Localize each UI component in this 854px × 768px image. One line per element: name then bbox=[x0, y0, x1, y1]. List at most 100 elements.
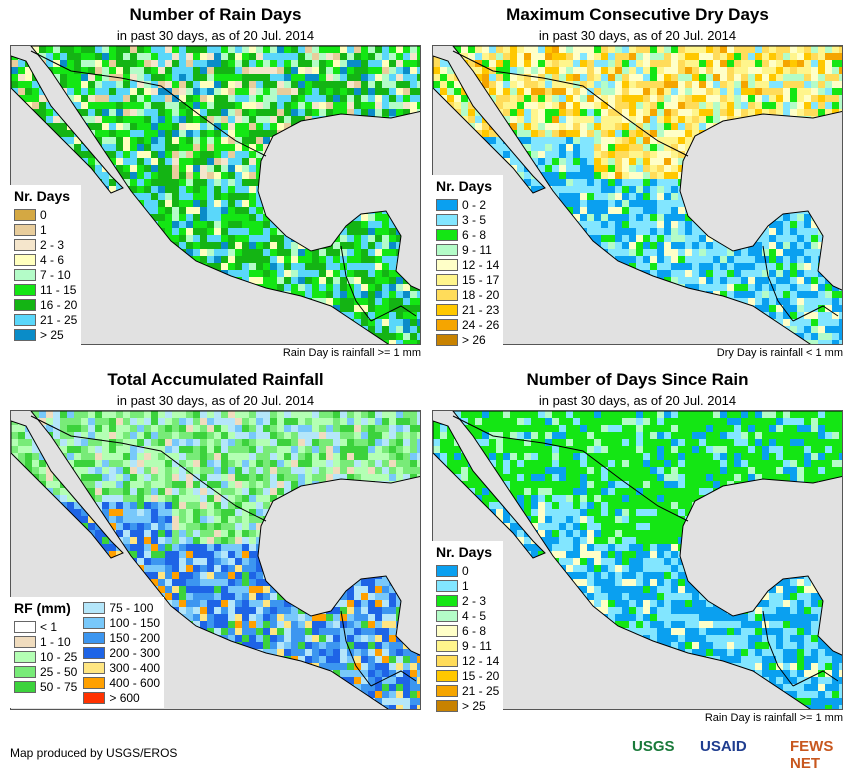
legend-item: 0 bbox=[436, 563, 499, 578]
map-title: Total Accumulated Rainfall bbox=[107, 370, 324, 389]
borders bbox=[433, 46, 842, 344]
legend-title: RF (mm) bbox=[14, 600, 71, 616]
legend-item: 100 - 150 bbox=[83, 615, 160, 630]
legend-label: 2 - 3 bbox=[462, 593, 487, 608]
map-subtitle: in past 30 days, as of 20 Jul. 2014 bbox=[116, 28, 315, 43]
legend-swatch bbox=[436, 333, 458, 346]
legend-swatch bbox=[14, 283, 36, 296]
legend-swatch bbox=[83, 691, 106, 704]
borders bbox=[433, 411, 842, 709]
legend-item: 1 bbox=[436, 578, 499, 593]
legend-item: 15 - 20 bbox=[436, 668, 499, 683]
legend-label: 11 - 15 bbox=[40, 282, 77, 297]
legend-item: 15 - 17 bbox=[436, 272, 499, 287]
legend-label: 7 - 10 bbox=[40, 267, 71, 282]
map-subtitle: in past 30 days, as of 20 Jul. 2014 bbox=[116, 393, 315, 408]
legend-item: 0 bbox=[14, 207, 77, 222]
legend-label: 12 - 14 bbox=[462, 653, 500, 668]
legend-swatch bbox=[14, 268, 36, 281]
map-title: Number of Rain Days bbox=[129, 5, 302, 24]
legend-swatch bbox=[436, 684, 458, 697]
credit-text: Map produced by USGS/EROS bbox=[10, 746, 178, 760]
legend-item: 4 - 5 bbox=[436, 608, 499, 623]
legend-swatch bbox=[436, 198, 458, 211]
legend-swatch bbox=[436, 609, 458, 622]
legend-item: 2 - 3 bbox=[14, 237, 77, 252]
legend-item: 10 - 25 bbox=[14, 649, 77, 664]
legend-swatch bbox=[14, 635, 36, 648]
legend-item: 21 - 25 bbox=[436, 683, 499, 698]
legend-label: > 25 bbox=[462, 698, 486, 713]
legend-item: 12 - 14 bbox=[436, 257, 499, 272]
legend-item: 3 - 5 bbox=[436, 212, 499, 227]
legend-label: 16 - 20 bbox=[40, 297, 78, 312]
map-title: Maximum Consecutive Dry Days bbox=[506, 5, 769, 24]
map-subtitle: in past 30 days, as of 20 Jul. 2014 bbox=[538, 393, 737, 408]
legend-item: 150 - 200 bbox=[83, 630, 160, 645]
legend-swatch bbox=[14, 328, 36, 341]
legend-item: 75 - 100 bbox=[83, 600, 160, 615]
legend-swatch bbox=[436, 273, 458, 286]
legend-swatch bbox=[436, 318, 458, 331]
map-footnote: Rain Day is rainfall >= 1 mm bbox=[704, 712, 843, 724]
legend-label: 4 - 6 bbox=[40, 252, 65, 267]
map-footnote: Dry Day is rainfall < 1 mm bbox=[716, 347, 843, 359]
legend-label: > 25 bbox=[40, 327, 64, 342]
legend-label: 10 - 25 bbox=[40, 649, 78, 664]
map-title: Number of Days Since Rain bbox=[526, 370, 749, 389]
legend-item: > 26 bbox=[436, 332, 499, 347]
legend-swatch bbox=[14, 238, 36, 251]
legend-label: 75 - 100 bbox=[109, 600, 154, 615]
legend-swatch bbox=[83, 661, 106, 674]
map-panel bbox=[10, 45, 421, 345]
legend-swatch bbox=[83, 601, 106, 614]
legend-item: 7 - 10 bbox=[14, 267, 77, 282]
legend-label: 300 - 400 bbox=[109, 660, 161, 675]
legend-title: Nr. Days bbox=[436, 544, 493, 560]
legend-swatch bbox=[14, 253, 36, 266]
legend-title: Nr. Days bbox=[436, 178, 493, 194]
legend-swatch bbox=[83, 616, 106, 629]
legend-label: 0 - 2 bbox=[462, 197, 487, 212]
legend-swatch bbox=[14, 680, 36, 693]
legend-item: 9 - 11 bbox=[436, 638, 499, 653]
borders bbox=[11, 46, 420, 344]
legend-label: 4 - 5 bbox=[462, 608, 487, 623]
legend-label: 12 - 14 bbox=[462, 257, 500, 272]
legend-label: 0 bbox=[40, 207, 47, 222]
legend-label: < 1 bbox=[40, 619, 58, 634]
legend-label: > 600 bbox=[109, 690, 140, 705]
legend-item: 6 - 8 bbox=[436, 623, 499, 638]
legend-swatch bbox=[436, 594, 458, 607]
legend-swatch bbox=[14, 313, 36, 326]
legend-item: 4 - 6 bbox=[14, 252, 77, 267]
legend-swatch bbox=[83, 676, 106, 689]
usgs-logo: USGS bbox=[632, 738, 675, 755]
legend-label: 15 - 17 bbox=[462, 272, 500, 287]
legend-label: 9 - 11 bbox=[462, 242, 492, 257]
legend-swatch bbox=[14, 650, 36, 663]
legend-swatch bbox=[83, 631, 106, 644]
legend-label: 200 - 300 bbox=[109, 645, 161, 660]
legend-swatch bbox=[436, 288, 458, 301]
legend-label: 3 - 5 bbox=[462, 212, 487, 227]
legend-swatch bbox=[14, 665, 36, 678]
legend-label: 21 - 23 bbox=[462, 302, 500, 317]
legend-swatch bbox=[436, 639, 458, 652]
legend-item: > 25 bbox=[14, 327, 77, 342]
legend-swatch bbox=[436, 258, 458, 271]
legend-label: 1 bbox=[462, 578, 469, 593]
legend-label: 400 - 600 bbox=[109, 675, 161, 690]
legend-swatch bbox=[436, 654, 458, 667]
legend-item: 9 - 11 bbox=[436, 242, 499, 257]
legend-item: 11 - 15 bbox=[14, 282, 77, 297]
legend-label: 15 - 20 bbox=[462, 668, 500, 683]
legend-item: 1 bbox=[14, 222, 77, 237]
legend-item: 2 - 3 bbox=[436, 593, 499, 608]
legend-swatch bbox=[436, 564, 458, 577]
legend-label: 1 - 10 bbox=[40, 634, 71, 649]
map-footnote: Rain Day is rainfall >= 1 mm bbox=[282, 347, 421, 359]
legend-label: 9 - 11 bbox=[462, 638, 492, 653]
legend-item: 400 - 600 bbox=[83, 675, 160, 690]
